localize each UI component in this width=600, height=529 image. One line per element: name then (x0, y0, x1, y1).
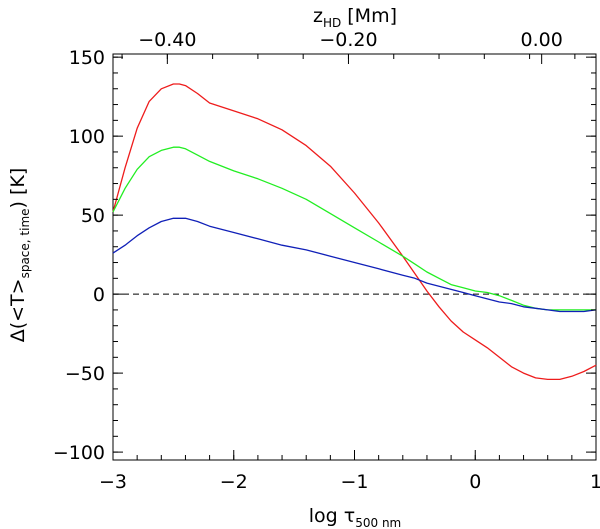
x-axis-title: log τ500 nm (309, 505, 401, 529)
top-tick-label: −0.40 (138, 29, 196, 51)
series-line-green (112, 146, 596, 311)
x-tick-label: −1 (340, 471, 368, 493)
x-tick-label: 1 (590, 471, 600, 493)
axes (112, 53, 597, 461)
y-tick-label: 100 (69, 126, 105, 148)
y-tick-label: 150 (69, 47, 105, 69)
x-tick-label: 0 (469, 471, 481, 493)
top-axis-title: zHD [Mm] (313, 5, 397, 30)
series-lines (112, 83, 597, 381)
y-tick-label: 0 (93, 284, 105, 306)
top-tick-label: −0.20 (319, 29, 377, 51)
x-tick-label: −2 (220, 471, 248, 493)
series-line-blue (112, 217, 597, 313)
top-tick-label: 0.00 (521, 29, 563, 51)
y-tick-label: −100 (53, 442, 105, 464)
y-tick-label: 50 (81, 205, 105, 227)
x-tick-label: −3 (99, 471, 127, 493)
plot-frame (112, 53, 597, 461)
series-line-red (112, 83, 597, 381)
y-axis-title: Δ(<T>space, time) [K] (7, 168, 32, 343)
ticks: −3 −2 −1 0 1 −0.40 −0.20 0.00 −100 −50 0 50 100 150 (53, 29, 600, 493)
y-tick-label: −50 (65, 363, 105, 385)
